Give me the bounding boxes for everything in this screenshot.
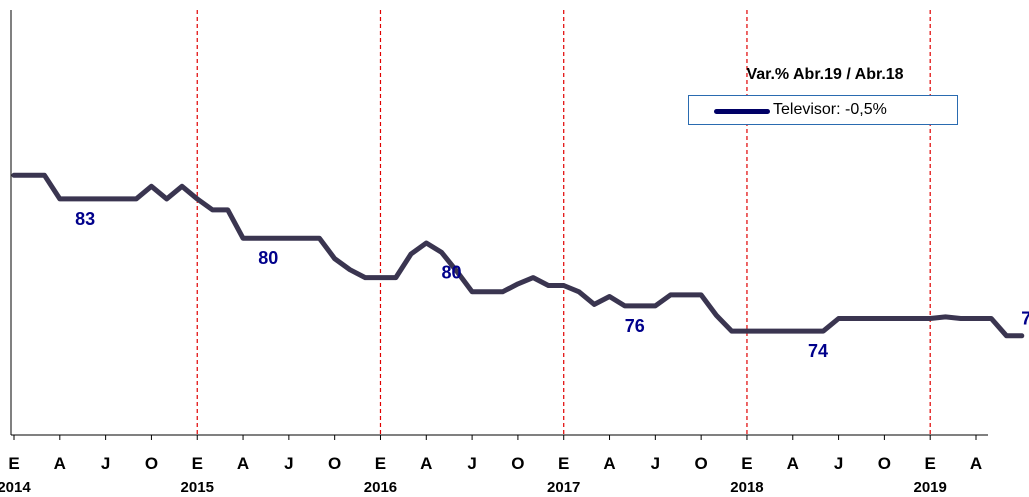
data-label: 80: [258, 248, 278, 268]
x-tick-label: O: [145, 454, 158, 473]
x-tick-label: E: [375, 454, 386, 473]
year-label: 2018: [730, 479, 763, 496]
x-tick-label: J: [284, 454, 293, 473]
x-tick-label: J: [651, 454, 660, 473]
year-label: 2017: [547, 479, 580, 496]
x-tick-label: E: [192, 454, 203, 473]
legend: Televisor: -0,5%: [688, 95, 958, 125]
x-tick-label: J: [101, 454, 110, 473]
x-tick-label: E: [8, 454, 19, 473]
x-tick-label: A: [787, 454, 799, 473]
axes: [10, 10, 988, 436]
year-label: 2014: [0, 479, 31, 496]
legend-line-swatch: [714, 109, 770, 114]
x-tick-label: E: [558, 454, 569, 473]
x-tick-label: A: [970, 454, 982, 473]
legend-title: Var.% Abr.19 / Abr.18: [746, 66, 904, 83]
series-line-televisor: [11, 172, 1025, 339]
year-label: 2016: [364, 479, 397, 496]
x-tick-label: A: [237, 454, 249, 473]
x-tick-label: E: [741, 454, 752, 473]
year-label: 2015: [181, 479, 214, 496]
data-label: 76: [625, 316, 645, 336]
x-tick-label: O: [328, 454, 341, 473]
data-labels: 83 80 80 76 74 74: [75, 209, 1029, 361]
x-tick-label: A: [54, 454, 66, 473]
legend-label: Televisor: -0,5%: [773, 101, 887, 118]
data-label: 74: [808, 341, 828, 361]
data-label: 83: [75, 209, 95, 229]
data-label: 74: [1021, 309, 1029, 329]
year-label: 2019: [914, 479, 947, 496]
x-tick-label: A: [603, 454, 615, 473]
x-tick-label: O: [511, 454, 524, 473]
x-tick-label: J: [467, 454, 476, 473]
year-separator-lines: [196, 10, 931, 435]
x-tick-label: O: [695, 454, 708, 473]
x-tick-label: A: [420, 454, 432, 473]
x-tick-label: O: [878, 454, 891, 473]
data-label: 80: [442, 262, 462, 282]
x-tick-label: J: [834, 454, 843, 473]
x-tick-label: E: [925, 454, 936, 473]
year-labels: 2014 2015 2016 2017 2018 2019: [0, 479, 947, 496]
